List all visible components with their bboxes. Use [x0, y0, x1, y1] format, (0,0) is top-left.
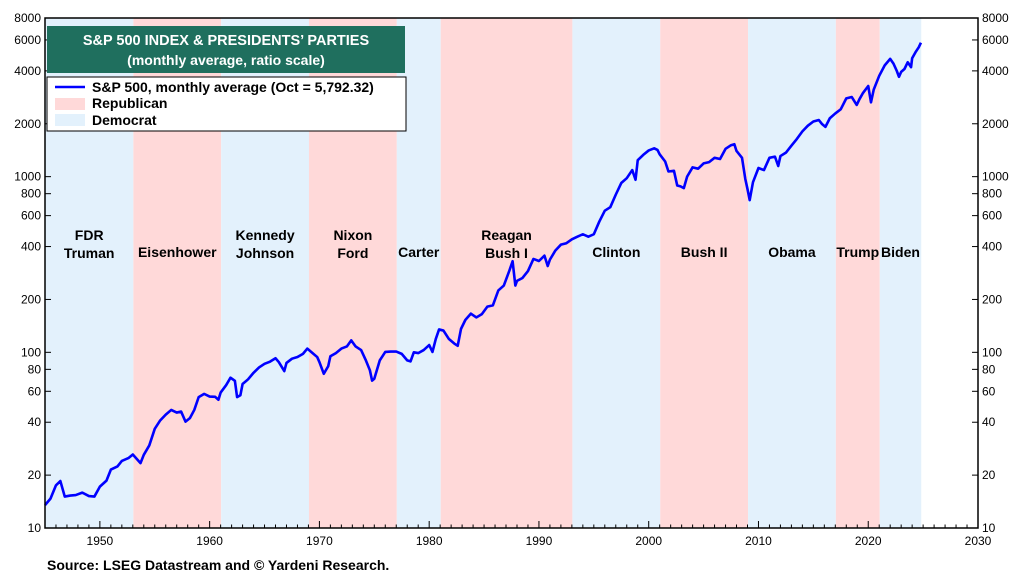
y-tick-label-right: 4000: [982, 64, 1009, 78]
y-tick-label-right: 10: [982, 521, 996, 535]
legend: S&P 500, monthly average (Oct = 5,792.32…: [46, 76, 407, 132]
legend-swatch-republican: [55, 98, 85, 110]
chart-title: S&P 500 INDEX & PRESIDENTS’ PARTIES: [83, 33, 370, 49]
y-tick-label-right: 40: [982, 415, 996, 429]
y-tick-label-right: 100: [982, 345, 1002, 359]
presidency-label: Clinton: [592, 244, 640, 260]
x-tick-label: 2010: [745, 534, 772, 548]
y-tick-label-right: 600: [982, 209, 1002, 223]
plot-frame: [44, 17, 979, 529]
y-tick-label-right: 8000: [982, 11, 1009, 25]
x-tick-label: 1980: [416, 534, 443, 548]
y-tick-label-left: 10: [28, 521, 42, 535]
y-tick-label-right: 200: [982, 292, 1002, 306]
y-tick-label-right: 20: [982, 468, 996, 482]
presidency-labels: FDR Truman Eisenhower Kennedy Johnson Nixon Fo…: [64, 227, 920, 261]
y-tick-label-left: 4000: [14, 64, 41, 78]
y-tick-label-right: 400: [982, 240, 1002, 254]
band-democrat: [572, 18, 661, 528]
presidency-label: Biden: [881, 244, 920, 260]
title-background: [47, 26, 405, 73]
presidency-label: Truman: [64, 245, 115, 261]
legend-label-republican: Republican: [92, 95, 167, 111]
x-tick-label: 2000: [635, 534, 662, 548]
presidency-label: Bush II: [681, 244, 728, 260]
y-tick-label-left: 80: [28, 362, 42, 376]
presidency-label: Ford: [337, 245, 368, 261]
y-tick-label-right: 60: [982, 384, 996, 398]
y-tick-label-right: 80: [982, 362, 996, 376]
presidency-label: Kennedy: [236, 227, 295, 243]
y-tick-label-left: 400: [21, 240, 41, 254]
presidency-label: Bush I: [485, 245, 528, 261]
x-tick-label: 2030: [965, 534, 992, 548]
y-tick-label-right: 2000: [982, 117, 1009, 131]
y-tick-label-left: 800: [21, 187, 41, 201]
y-tick-label-left: 200: [21, 292, 41, 306]
presidency-label: Obama: [768, 244, 816, 260]
band-democrat: [748, 18, 836, 528]
y-tick-label-right: 800: [982, 187, 1002, 201]
presidency-label: FDR: [75, 227, 104, 243]
y-tick-label-left: 1000: [14, 170, 41, 184]
x-tick-label: 1950: [87, 534, 114, 548]
legend-label-democrat: Democrat: [92, 112, 157, 128]
y-tick-label-left: 8000: [14, 11, 41, 25]
presidency-label: Reagan: [481, 227, 532, 243]
sp500-series-line: [44, 42, 923, 506]
y-tick-label-left: 2000: [14, 117, 41, 131]
y-tick-label-left: 40: [28, 415, 42, 429]
chart-subtitle: (monthly average, ratio scale): [127, 52, 325, 68]
x-tick-label: 2020: [855, 534, 882, 548]
y-tick-label-left: 100: [21, 345, 41, 359]
source-note: Source: LSEG Datastream and © Yardeni Re…: [47, 557, 389, 573]
band-republican: [660, 18, 749, 528]
band-democrat: [879, 18, 922, 528]
y-tick-label-left: 6000: [14, 33, 41, 47]
band-republican: [440, 18, 573, 528]
x-tick-label: 1970: [306, 534, 333, 548]
presidency-label: Nixon: [333, 227, 372, 243]
y-tick-label-left: 60: [28, 384, 42, 398]
y-tick-label-left: 600: [21, 209, 41, 223]
presidency-label: Eisenhower: [138, 244, 217, 260]
y-tick-label-right: 1000: [982, 170, 1009, 184]
y-axis-left: 8000 6000 4000 2000 1000 800 600 400 200 100 80 60 4…: [14, 11, 51, 535]
legend-swatch-democrat: [55, 114, 85, 126]
presidency-label: Trump: [836, 244, 879, 260]
presidency-label: Carter: [398, 244, 440, 260]
x-tick-label: 1960: [196, 534, 223, 548]
legend-box: [46, 76, 407, 132]
y-axis-right: 8000 6000 4000 2000 1000 800 600 400 200 100 80 60 4…: [972, 11, 1009, 535]
chart-title-box: S&P 500 INDEX & PRESIDENTS’ PARTIES (mon…: [47, 26, 405, 73]
x-tick-label: 1990: [526, 534, 553, 548]
x-axis: 1950 1960 1970 1980 1990 2000 2010 2020 2030: [44, 521, 992, 548]
presidency-label: Johnson: [236, 245, 294, 261]
y-tick-label-right: 6000: [982, 33, 1009, 47]
y-tick-label-left: 20: [28, 468, 42, 482]
legend-label-sp500: S&P 500, monthly average (Oct = 5,792.32…: [92, 79, 374, 95]
